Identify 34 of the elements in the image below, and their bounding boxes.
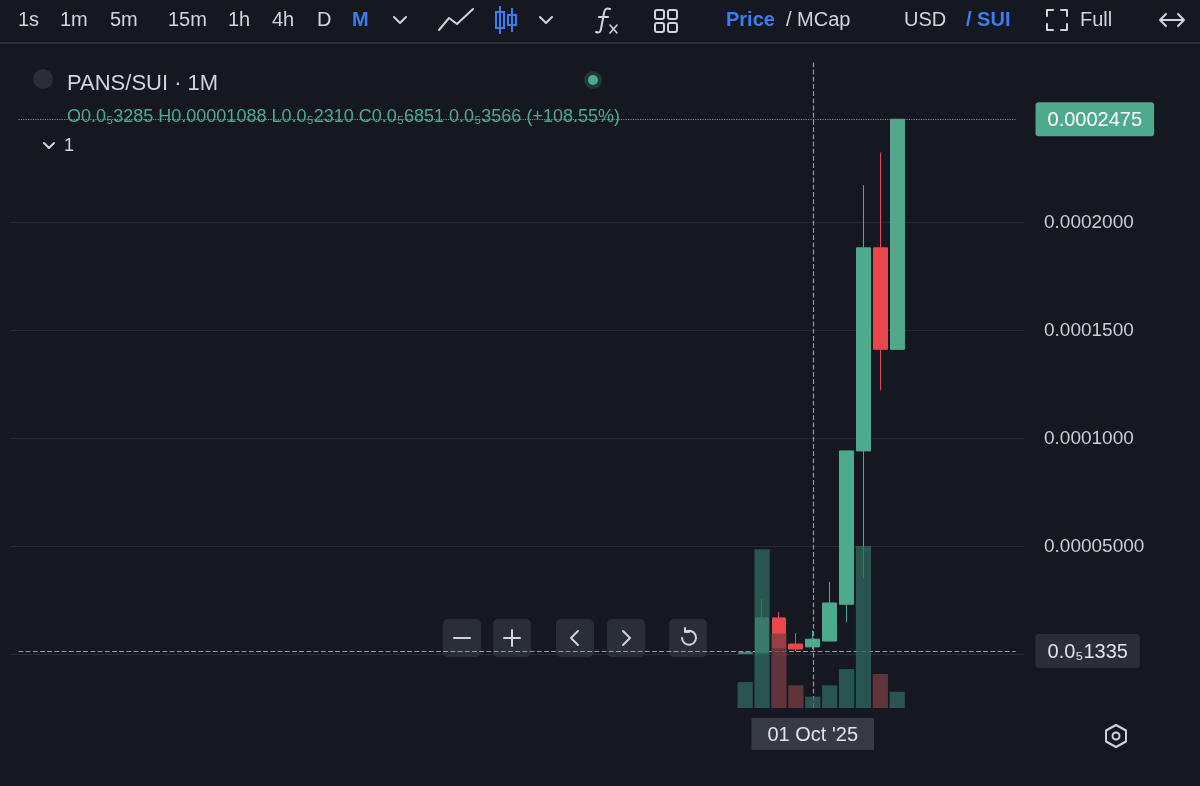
text: Full <box>1080 8 1113 31</box>
text: 1h <box>228 8 251 31</box>
bar <box>872 673 888 708</box>
text: 15m <box>168 8 207 31</box>
candlestick <box>788 632 803 652</box>
bar <box>855 546 872 708</box>
text: USD <box>904 8 947 31</box>
text: 1s <box>18 8 40 31</box>
text: Price <box>726 8 775 31</box>
text: 1m <box>60 8 88 31</box>
bar <box>822 685 838 708</box>
chart-title: PANS/SUI · 1M <box>67 69 219 95</box>
candlestick <box>805 629 820 650</box>
text: D <box>317 8 332 31</box>
candlestick <box>873 152 888 391</box>
y-tick-label: 0.00005000 <box>1044 535 1145 557</box>
text: / SUI <box>966 8 1011 31</box>
bar <box>805 696 821 708</box>
annotation: 1 <box>64 135 75 156</box>
text: 5m <box>110 8 138 31</box>
y-tick-label: 0.0001500 <box>1044 319 1134 341</box>
text: / MCap <box>786 8 851 31</box>
ref-line-label: 0.0002475 <box>1047 108 1143 131</box>
bar <box>889 691 905 708</box>
text: M <box>352 8 369 31</box>
x-tick-label: 01 Oct '25 <box>767 723 859 745</box>
candlestick <box>822 581 837 642</box>
candlestick <box>839 450 854 623</box>
text: 4h <box>272 8 295 31</box>
y-tick-label: 0.0002000 <box>1044 211 1134 233</box>
text: O0.0₅3285 H0.00001088 L0.0₅2310 C0.0₅6851 0.0₅3566 (+108.55%) <box>67 106 620 126</box>
y-tick-label: 0.0001000 <box>1044 427 1134 449</box>
ref-line-label: 0.0₅1335 <box>1047 640 1128 663</box>
bar <box>838 669 855 708</box>
